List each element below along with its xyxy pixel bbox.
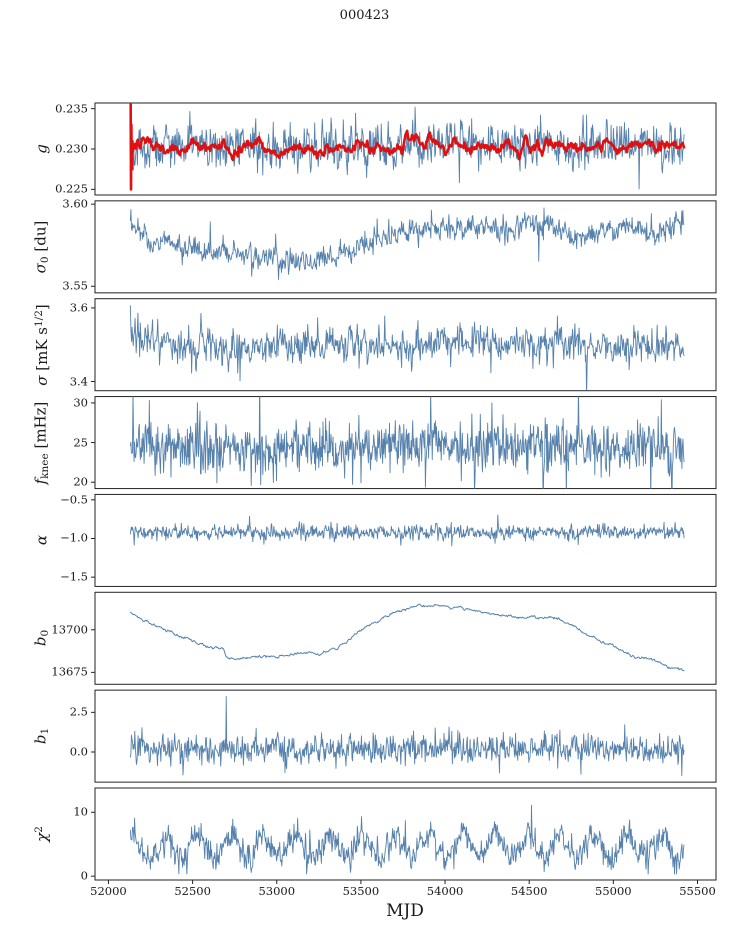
x-axis-label: MJD [386, 901, 424, 921]
figure-title: 000423 [339, 8, 390, 23]
